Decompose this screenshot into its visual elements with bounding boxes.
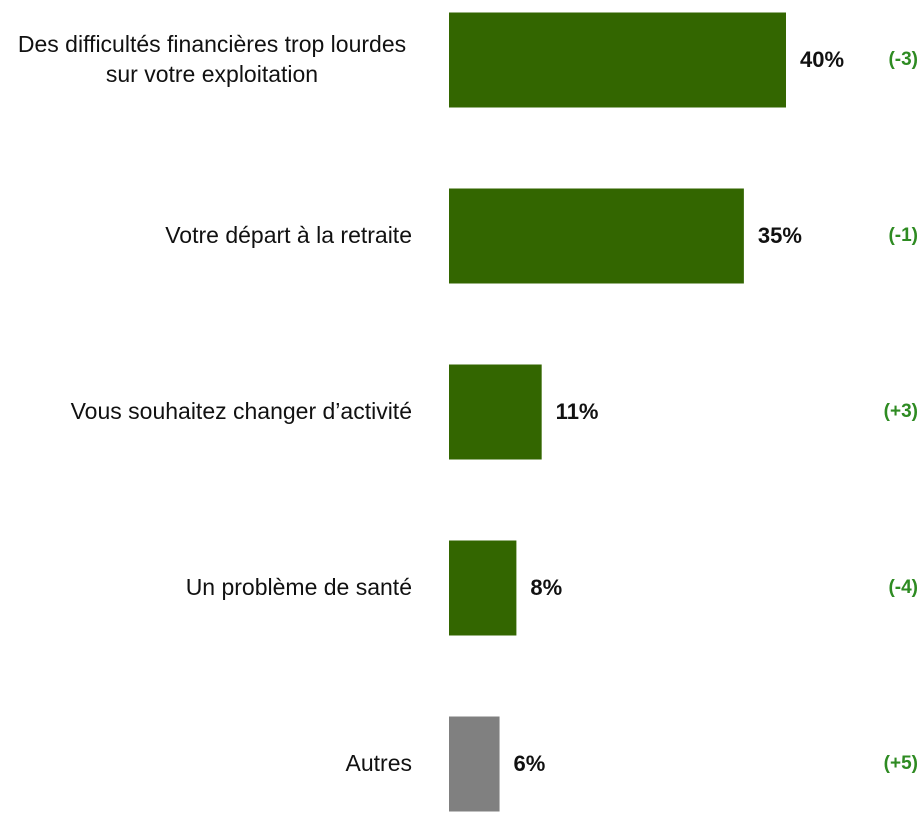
- category-label: Votre départ à la retraite: [0, 176, 412, 296]
- category-label: Autres: [0, 704, 412, 824]
- category-label: Vous souhaitez changer d’activité: [0, 352, 412, 472]
- change-label: (-1): [888, 225, 918, 246]
- bar: [449, 364, 542, 460]
- change-label: (+5): [883, 753, 918, 774]
- bar: [449, 716, 500, 812]
- change-label: (-4): [888, 577, 918, 598]
- category-text: Vous souhaitez changer d’activité: [70, 398, 412, 425]
- bar: [449, 12, 786, 108]
- bar: [449, 540, 517, 636]
- bar: [449, 188, 744, 284]
- category-text: Autres: [345, 750, 412, 777]
- value-label: 6%: [513, 751, 546, 776]
- category-label: Des difficultés financières trop lourdes…: [0, 0, 412, 120]
- category-text: Des difficultés financières trop lourdes…: [17, 31, 407, 87]
- value-label: 8%: [530, 575, 563, 600]
- value-label: 35%: [757, 223, 802, 248]
- value-label: 40%: [800, 47, 845, 72]
- category-text: Votre départ à la retraite: [165, 222, 412, 249]
- change-label: (-3): [888, 49, 918, 70]
- category-text: Un problème de santé: [185, 574, 412, 601]
- value-label: 11%: [555, 399, 599, 424]
- change-label: (+3): [883, 401, 918, 422]
- category-label: Un problème de santé: [0, 528, 412, 648]
